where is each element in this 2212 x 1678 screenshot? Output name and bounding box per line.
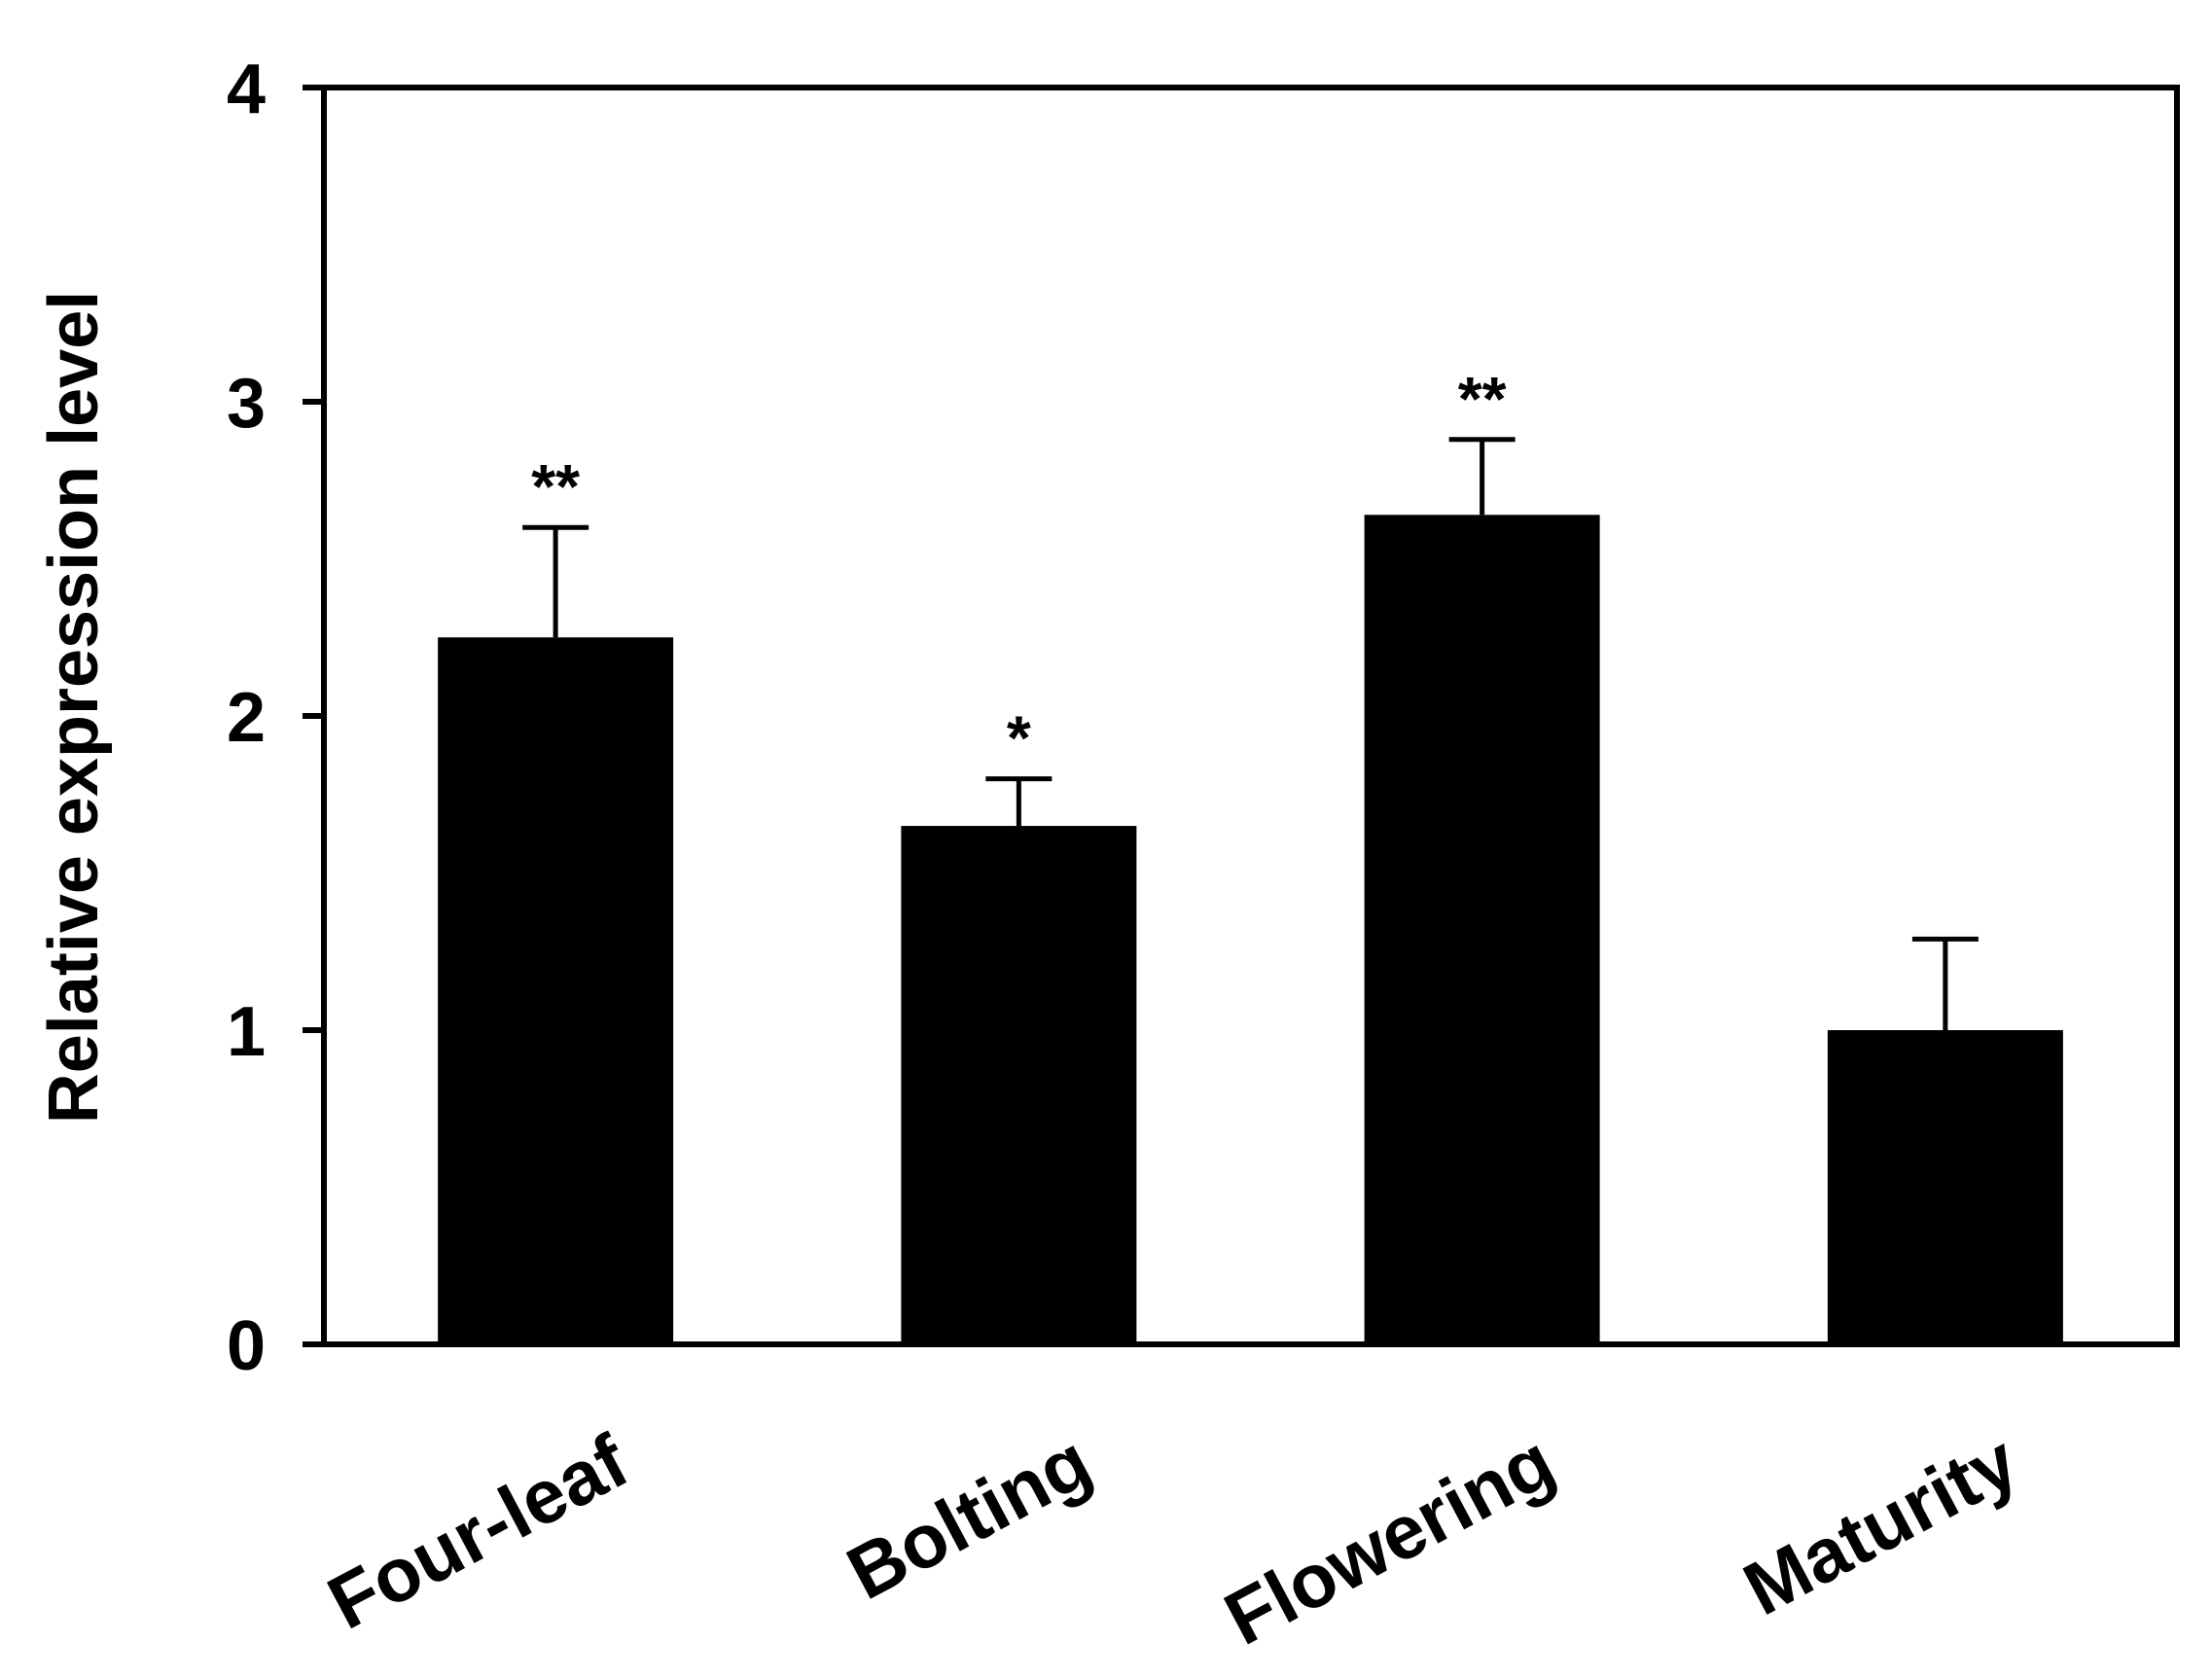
bars <box>438 515 2063 1344</box>
x-tick-label: Bolting <box>834 1417 1104 1616</box>
significance-label: ** <box>1458 364 1507 434</box>
y-axis-ticks: 0 1 2 3 4 <box>227 51 324 1385</box>
x-tick-label: Four-leaf <box>314 1417 642 1646</box>
bar <box>438 637 674 1344</box>
x-tick-label: Maturity <box>1730 1417 2031 1631</box>
significance-label: ** <box>531 451 580 521</box>
bar <box>1364 515 1600 1344</box>
bar <box>901 826 1137 1344</box>
bar <box>1827 1030 2063 1344</box>
y-tick-label: 2 <box>227 679 266 757</box>
y-tick-label: 4 <box>227 51 266 128</box>
x-tick-label: Flowering <box>1211 1417 1568 1661</box>
significance-markers: ***** <box>531 364 1506 773</box>
y-tick-label: 0 <box>227 1307 266 1385</box>
y-tick-label: 1 <box>227 993 266 1071</box>
significance-label: * <box>1007 703 1031 773</box>
x-axis-labels: Four-leaf Bolting Flowering Maturity <box>314 1417 2031 1661</box>
error-bars <box>522 437 1979 1030</box>
y-axis-title: Relative expression level <box>35 291 113 1124</box>
y-tick-label: 3 <box>227 365 266 443</box>
